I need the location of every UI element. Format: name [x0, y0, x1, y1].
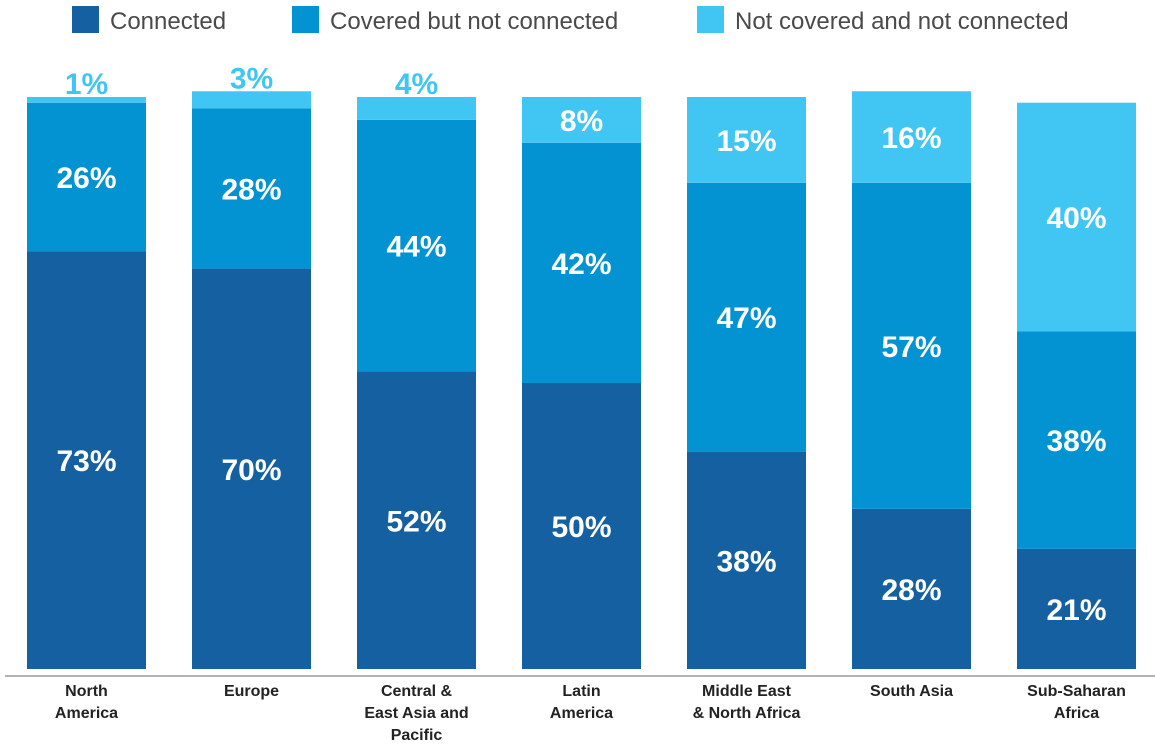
bar-segment-south-asia-covered-but-not-connected	[852, 182, 971, 509]
data-label-south-asia-not-covered-and-not-connected: 16%	[881, 122, 941, 155]
data-label-north-america-covered-but-not-connected: 26%	[56, 162, 116, 195]
category-label-middle-east-and-north-africa: Middle East & North Africa	[693, 683, 801, 722]
data-label-europe-not-covered-and-not-connected: 3%	[230, 62, 273, 95]
bar-segment-europe-connected	[192, 268, 311, 669]
category-label-europe: Europe	[224, 683, 279, 700]
bar-segment-latin-america-connected	[522, 383, 641, 669]
bar-segment-north-america-not-covered-and-not-connected	[27, 97, 146, 103]
bar-segment-sub-saharan-africa-connected	[1017, 548, 1136, 669]
category-label-central-and-east-asia-and-pacific: Central & East Asia and Pacific	[364, 683, 468, 744]
category-label-north-america: North America	[55, 683, 118, 722]
bar-segment-south-asia-connected	[852, 508, 971, 669]
bar-segment-central-and-east-asia-and-pacific-covered-but-not-connected	[357, 119, 476, 372]
legend-swatch-not-covered-and-not-connected	[697, 6, 724, 33]
legend: Connected Covered but not connected Not co…	[72, 6, 1069, 35]
bar-segment-central-and-east-asia-and-pacific-not-covered-and-not-connected	[357, 97, 476, 120]
bar-segment-latin-america-not-covered-and-not-connected	[522, 97, 641, 143]
legend-swatch-covered-but-not-connected	[292, 6, 319, 33]
data-label-middle-east-and-north-africa-not-covered-and-not-connected: 15%	[716, 125, 776, 158]
data-label-latin-america-not-covered-and-not-connected: 8%	[560, 105, 603, 138]
bar-segment-middle-east-and-north-africa-connected	[687, 451, 806, 669]
data-label-south-asia-covered-but-not-connected: 57%	[881, 331, 941, 364]
data-label-middle-east-and-north-africa-connected: 38%	[716, 545, 776, 578]
data-label-sub-saharan-africa-covered-but-not-connected: 38%	[1046, 425, 1106, 458]
bar-segment-middle-east-and-north-africa-covered-but-not-connected	[687, 182, 806, 452]
data-label-europe-connected: 70%	[221, 454, 281, 487]
category-label-sub-saharan-africa: Sub-Saharan Africa	[1027, 683, 1126, 722]
bar-segment-latin-america-covered-but-not-connected	[522, 142, 641, 383]
data-label-central-and-east-asia-and-pacific-covered-but-not-connected: 44%	[386, 231, 446, 264]
bar-segment-sub-saharan-africa-not-covered-and-not-connected	[1017, 102, 1136, 332]
bar-segment-south-asia-not-covered-and-not-connected	[852, 91, 971, 183]
bar-segment-north-america-connected	[27, 251, 146, 669]
bar-segment-europe-covered-but-not-connected	[192, 108, 311, 269]
bar-segment-central-and-east-asia-and-pacific-connected	[357, 371, 476, 669]
data-label-middle-east-and-north-africa-covered-but-not-connected: 47%	[716, 302, 776, 335]
legend-label-covered-but-not-connected: Covered but not connected	[330, 8, 618, 35]
data-label-sub-saharan-africa-not-covered-and-not-connected: 40%	[1046, 202, 1106, 235]
data-label-latin-america-covered-but-not-connected: 42%	[551, 248, 611, 281]
bar-segment-sub-saharan-africa-covered-but-not-connected	[1017, 331, 1136, 549]
bars-area: 73% 26% 1% 70% 28% 3% 52% 44% 4% 50% 42% 8% 38% 47% 15…	[27, 62, 1136, 669]
data-label-sub-saharan-africa-connected: 21%	[1046, 594, 1106, 627]
category-labels: North America Europe Central & East Asia and…	[55, 683, 1126, 744]
bar-segment-europe-not-covered-and-not-connected	[192, 91, 311, 109]
category-label-latin-america: Latin America	[550, 683, 613, 722]
category-label-south-asia: South Asia	[870, 683, 953, 700]
data-label-north-america-connected: 73%	[56, 445, 116, 478]
data-label-latin-america-connected: 50%	[551, 511, 611, 544]
legend-label-not-covered-and-not-connected: Not covered and not connected	[735, 8, 1069, 35]
data-label-north-america-not-covered-and-not-connected: 1%	[65, 68, 108, 101]
bar-segment-north-america-covered-but-not-connected	[27, 102, 146, 252]
data-label-south-asia-connected: 28%	[881, 574, 941, 607]
data-label-central-and-east-asia-and-pacific-connected: 52%	[386, 505, 446, 538]
bar-segment-middle-east-and-north-africa-not-covered-and-not-connected	[687, 97, 806, 183]
data-label-europe-covered-but-not-connected: 28%	[221, 174, 281, 207]
legend-swatch-connected	[72, 6, 99, 33]
legend-label-connected: Connected	[110, 8, 226, 35]
data-label-central-and-east-asia-and-pacific-not-covered-and-not-connected: 4%	[395, 68, 438, 101]
